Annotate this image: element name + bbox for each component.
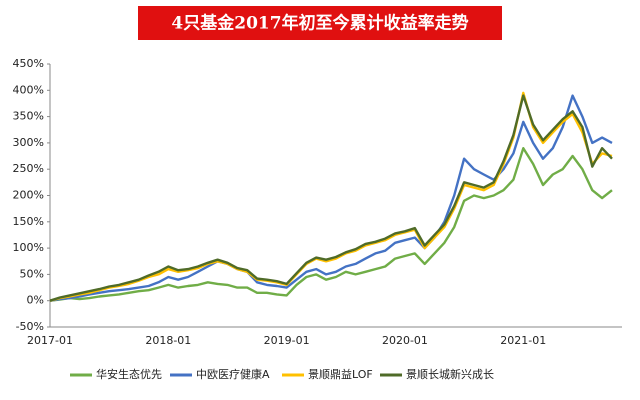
- x-tick-label: 2021-01: [500, 334, 546, 347]
- title-banner: [138, 6, 502, 40]
- series-line: [49, 94, 613, 302]
- x-tick-label: 2018-01: [145, 334, 191, 347]
- legend-label: 景顺长城新兴成长: [406, 367, 494, 381]
- y-tick-label: -50%: [16, 320, 44, 333]
- y-tick-label: 400%: [13, 83, 44, 96]
- x-tick-label: 2017-01: [27, 334, 73, 347]
- legend-label: 华安生态优先: [96, 367, 162, 381]
- series-line: [49, 94, 613, 302]
- legend-label: 中欧医疗健康A: [196, 367, 270, 381]
- y-tick-label: 300%: [13, 136, 44, 149]
- y-tick-label: 100%: [13, 241, 44, 254]
- chart-title: 4只基金2017年初至今累计收益率走势: [171, 13, 468, 34]
- y-tick-label: 0%: [27, 294, 44, 307]
- y-tick-label: 50%: [20, 267, 44, 280]
- y-tick-label: 450%: [13, 57, 44, 70]
- y-tick-label: 250%: [13, 162, 44, 175]
- x-tick-label: 2019-01: [264, 334, 310, 347]
- series-line: [49, 147, 613, 302]
- legend-label: 景顺鼎益LOF: [308, 367, 373, 381]
- y-tick-label: 150%: [13, 215, 44, 228]
- y-tick-label: 350%: [13, 110, 44, 123]
- x-tick-label: 2020-01: [382, 334, 428, 347]
- y-tick-label: 200%: [13, 189, 44, 202]
